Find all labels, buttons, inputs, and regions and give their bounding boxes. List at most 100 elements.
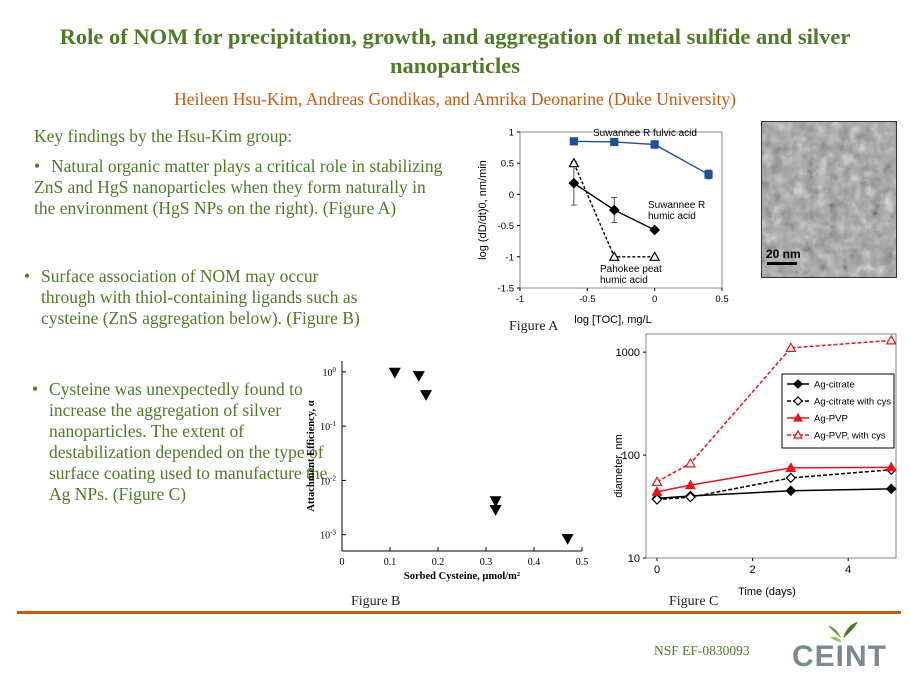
- page-title: Role of NOM for precipitation, growth, a…: [59, 24, 851, 78]
- x-tick-label: -0.5: [579, 294, 595, 305]
- series-label: humic acid: [648, 211, 696, 222]
- series-line: [573, 140, 709, 176]
- data-point: [651, 486, 663, 496]
- data-point: [489, 505, 502, 516]
- data-point: [651, 476, 663, 486]
- x-tick-label: 0: [340, 557, 345, 568]
- data-point: [704, 170, 713, 179]
- series-line: [656, 488, 892, 500]
- figure-c-caption: Figure C: [669, 594, 719, 609]
- data-point: [650, 140, 659, 149]
- y-axis-label: diameter, nm: [613, 434, 625, 498]
- data-point: [649, 224, 661, 236]
- data-point: [608, 204, 620, 216]
- leaf-icon: [828, 626, 841, 638]
- scale-bar-label: 20 nm: [766, 247, 801, 261]
- bullet-icon: •: [24, 266, 31, 286]
- x-tick-label: 0: [652, 294, 657, 305]
- x-tick-label: 4: [845, 564, 851, 576]
- data-point: [685, 491, 696, 503]
- data-point: [569, 137, 578, 146]
- series-label: humic acid: [600, 275, 648, 286]
- data-point: [568, 157, 580, 168]
- ceint-logo: CEINT: [792, 622, 887, 672]
- legend-label: Ag-PVP, with cys: [814, 431, 886, 442]
- x-tick-label: 0.3: [480, 557, 493, 568]
- y-axis-label: Attachment Efficiency, α: [306, 400, 317, 511]
- figure-c-chart: 10 100 1000 0 2 4 Time (days) diameter, nm Ag-ci…: [613, 333, 897, 598]
- data-point: [608, 251, 620, 261]
- x-tick-label: 0.5: [715, 294, 728, 305]
- x-tick-label: 0: [654, 564, 660, 576]
- bullet-icon: •: [32, 379, 39, 399]
- legend-label: Ag-citrate with cys: [814, 397, 891, 408]
- y-tick-label: 1: [509, 128, 514, 139]
- x-axis-label: log [TOC], mg/L: [574, 314, 651, 326]
- data-point: [489, 496, 502, 508]
- grant-number: NSF EF-0830093: [654, 643, 750, 658]
- data-point: [649, 251, 661, 261]
- y-tick-label: -1.5: [498, 284, 514, 295]
- figure-b-chart: 100 10-1 10-2 10-3 0 0.1 0.2 0.3 0.4 0.5 Sorbed Cy…: [306, 361, 589, 582]
- series-line: [656, 469, 892, 501]
- y-tick-label: 0.5: [501, 159, 514, 170]
- hgs-tem-micrograph: 20 nm: [761, 121, 897, 278]
- y-tick-label: 10-2: [320, 474, 336, 487]
- x-tick-label: -1: [516, 294, 524, 305]
- y-axis-label: log (dD/dt)0, nm/min: [477, 160, 489, 260]
- data-point: [684, 479, 696, 490]
- ceint-logo-wordmark: CEINT: [792, 640, 887, 672]
- data-point: [785, 462, 797, 473]
- series-label: Pahokee peat: [600, 264, 662, 275]
- data-point: [610, 137, 619, 147]
- data-point: [419, 390, 433, 401]
- plot-area: [519, 131, 723, 289]
- data-point: [885, 483, 897, 495]
- data-point: [568, 177, 580, 189]
- data-point: [792, 429, 804, 439]
- y-tick-label: 0: [509, 190, 514, 201]
- series-line: [656, 339, 892, 483]
- x-tick-label: 2: [750, 564, 756, 576]
- findings-heading: Key findings by the Hsu-Kim group:: [34, 126, 293, 146]
- bullet-icon: •: [34, 156, 41, 176]
- data-point: [885, 461, 897, 472]
- legend-label: Ag-citrate: [814, 380, 855, 391]
- y-tick-label: 1000: [616, 347, 640, 359]
- series-label: Suwannee R: [648, 200, 705, 211]
- y-tick-label: 10-3: [320, 529, 336, 542]
- y-tick-label: 100: [622, 450, 640, 462]
- footer-divider: [17, 611, 901, 614]
- authors-line: Heileen Hsu-Kim, Andreas Gondikas, and A…: [174, 89, 736, 109]
- y-tick-label: 10: [628, 553, 640, 565]
- leaf-icon: [843, 622, 858, 638]
- data-point: [885, 334, 897, 345]
- x-tick-label: 0.2: [432, 557, 445, 568]
- leaf-icon: [830, 636, 842, 642]
- series-label: Suwannee R fulvic acid: [593, 128, 697, 139]
- x-axis-label: Sorbed Cysteine, μmol/m²: [404, 571, 520, 582]
- data-point: [412, 371, 425, 382]
- data-point: [684, 457, 696, 468]
- data-point: [561, 533, 574, 545]
- x-tick-label: 0.5: [576, 557, 589, 568]
- data-point: [785, 485, 797, 497]
- y-tick-label: 100: [323, 366, 337, 379]
- y-tick-label: 10-1: [320, 420, 336, 433]
- figure-a-caption: Figure A: [509, 319, 559, 334]
- scale-bar: [767, 262, 797, 265]
- data-point: [785, 472, 797, 484]
- finding-item-1: • Natural organic matter plays a critical…: [34, 156, 443, 218]
- series-line: [656, 466, 892, 493]
- data-point: [388, 367, 401, 379]
- data-point: [651, 494, 663, 505]
- data-point: [785, 342, 797, 352]
- data-point: [793, 379, 803, 389]
- y-tick-label: -0.5: [498, 221, 514, 232]
- finding-item-3: • Cysteine was unexpectedly found to incr…: [32, 379, 328, 504]
- x-axis-label: Time (days): [738, 586, 796, 598]
- x-tick-label: 0.1: [384, 557, 397, 568]
- y-tick-label: -1: [506, 252, 514, 263]
- legend-label: Ag-PVP: [814, 414, 848, 425]
